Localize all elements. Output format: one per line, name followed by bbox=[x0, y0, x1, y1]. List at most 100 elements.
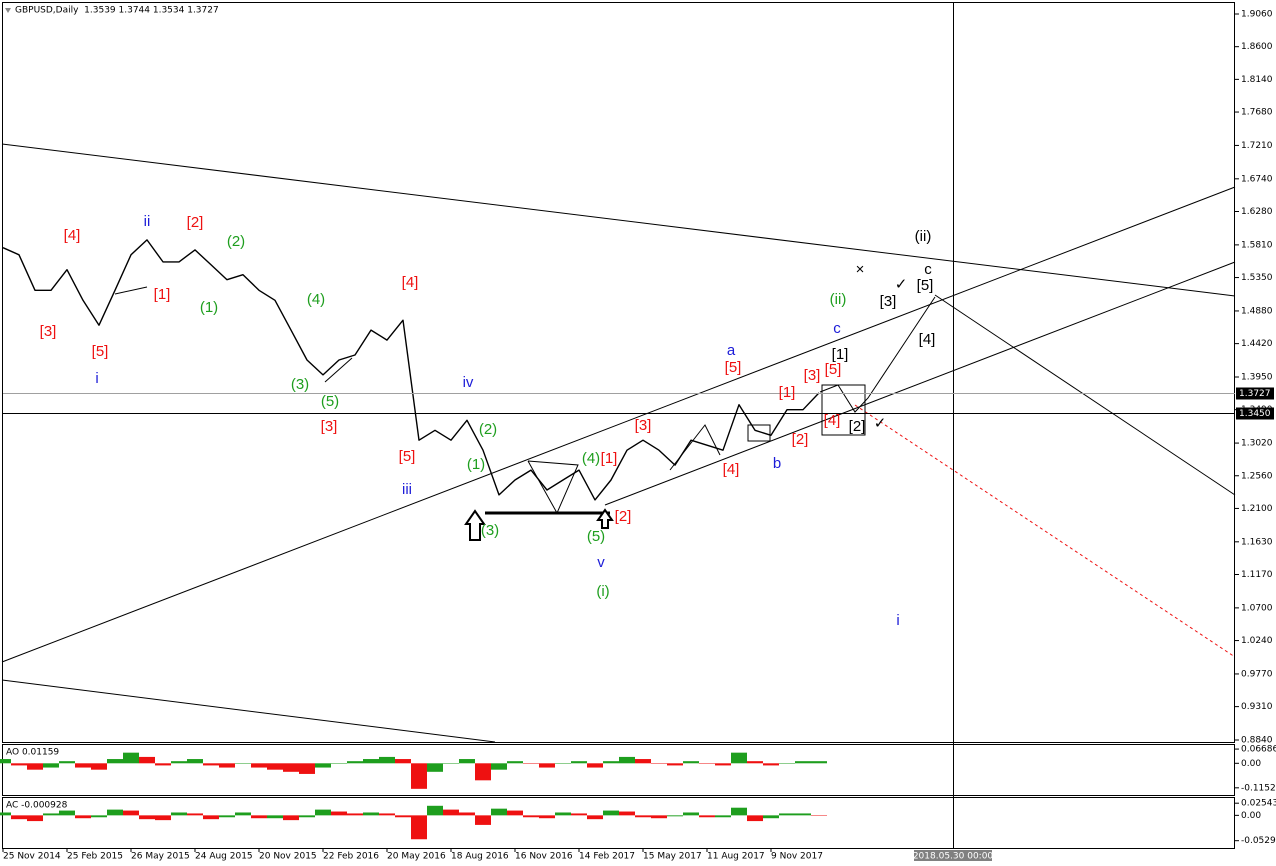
wave-label: ✓ bbox=[895, 276, 908, 293]
wave-label: (1) bbox=[200, 299, 218, 316]
oscillator-bar bbox=[283, 815, 299, 821]
box bbox=[821, 384, 866, 436]
oscillator-bar bbox=[763, 815, 779, 819]
oscillator-bar bbox=[363, 759, 379, 764]
oscillator-bar bbox=[59, 810, 75, 816]
wave-label: [4] bbox=[919, 331, 936, 348]
oscillator-bar bbox=[139, 756, 155, 764]
oscillator-bar bbox=[491, 763, 507, 770]
wave-label: ✓ bbox=[874, 415, 887, 432]
oscillator-bar bbox=[155, 815, 171, 821]
triangle bbox=[527, 460, 579, 515]
oscillator-bar bbox=[683, 761, 699, 764]
wave-label: (5) bbox=[321, 393, 339, 410]
oscillator-bar bbox=[619, 811, 635, 816]
wave-label: b bbox=[773, 455, 781, 472]
x-tick-label: 14 Feb 2017 bbox=[579, 852, 635, 862]
wave-label: [5] bbox=[92, 343, 109, 360]
oscillator-bar bbox=[123, 810, 139, 816]
y-tick-label: 1.4420 bbox=[1241, 339, 1273, 349]
wave-label: (2) bbox=[479, 421, 497, 438]
oscillator-bar bbox=[539, 815, 555, 819]
oscillator-bar bbox=[171, 761, 187, 764]
wave-label: [4] bbox=[824, 412, 841, 429]
oscillator-bar bbox=[635, 815, 651, 818]
oscillator-bar bbox=[75, 815, 91, 819]
oscillator-bar bbox=[315, 763, 331, 768]
y-tick-label: 1.4880 bbox=[1241, 306, 1273, 316]
oscillator-bar bbox=[795, 813, 811, 816]
y-tick-label: 0.06686 bbox=[1241, 745, 1276, 755]
oscillator-bar bbox=[331, 763, 347, 764]
wave-label: [3] bbox=[40, 323, 57, 340]
oscillator-bar bbox=[379, 813, 395, 816]
wave-label: [2] bbox=[615, 508, 632, 525]
wave-label: [4] bbox=[723, 461, 740, 478]
oscillator-bar bbox=[187, 813, 203, 816]
oscillator-bar bbox=[363, 812, 379, 816]
projection-line bbox=[854, 404, 1236, 658]
oscillator-bar bbox=[219, 763, 235, 768]
oscillator-bar bbox=[171, 812, 187, 816]
wave-label: [2] bbox=[849, 418, 866, 435]
oscillator-bar bbox=[107, 759, 123, 764]
ao-title: AO 0.01159 bbox=[6, 748, 59, 758]
oscillator-bar bbox=[475, 815, 491, 825]
wave-label: [1] bbox=[832, 346, 849, 363]
cursor-date: 2018.05.30 00:00 bbox=[913, 852, 994, 862]
oscillator-bar bbox=[523, 763, 539, 764]
wave-label: [1] bbox=[779, 384, 796, 401]
ac-title: AC -0.000928 bbox=[6, 801, 68, 811]
wave-label: a bbox=[727, 342, 736, 359]
wave-label: (ii) bbox=[830, 291, 847, 308]
wave-label: ii bbox=[144, 213, 151, 230]
oscillator-bar bbox=[411, 763, 427, 789]
price-panel bbox=[2, 2, 1235, 743]
y-tick-label: 1.7680 bbox=[1241, 108, 1273, 118]
oscillator-bar bbox=[427, 763, 443, 772]
oscillator-bar bbox=[571, 761, 587, 764]
oscillator-bar bbox=[747, 815, 763, 822]
oscillator-bar bbox=[651, 815, 667, 819]
wave-label: [2] bbox=[792, 431, 809, 448]
oscillator-bar bbox=[715, 763, 731, 766]
oscillator-bar bbox=[475, 763, 491, 781]
trend-line bbox=[1, 143, 1236, 297]
oscillator-bar bbox=[555, 763, 571, 764]
wave-label: (4) bbox=[582, 450, 600, 467]
y-tick-label: 1.6740 bbox=[1241, 174, 1273, 184]
arrow-up bbox=[596, 508, 614, 529]
price-line bbox=[2, 239, 820, 501]
wave-label: [3] bbox=[321, 418, 338, 435]
oscillator-bar bbox=[235, 763, 251, 764]
wave-label: [2] bbox=[187, 214, 204, 231]
price-level-label: 1.3450 bbox=[1239, 409, 1271, 419]
x-tick-label: 9 Nov 2017 bbox=[771, 852, 823, 862]
x-tick-label: 20 Nov 2015 bbox=[259, 852, 317, 862]
oscillator-bar bbox=[443, 809, 459, 816]
oscillator-bar bbox=[155, 763, 171, 766]
wave-label: [5] bbox=[825, 361, 842, 378]
y-tick-label: 0.02543 bbox=[1241, 799, 1276, 809]
wave-label: iii bbox=[402, 481, 412, 498]
oscillator-bar bbox=[267, 763, 283, 770]
oscillator-bar bbox=[555, 812, 571, 816]
oscillator-bar bbox=[91, 763, 107, 770]
oscillator-bar bbox=[75, 763, 91, 768]
oscillator-bar bbox=[731, 752, 747, 764]
oscillator-bar bbox=[379, 756, 395, 764]
oscillator-bar bbox=[235, 812, 251, 816]
y-tick-label: 0.00 bbox=[1241, 759, 1261, 769]
wave-label: (4) bbox=[307, 291, 325, 308]
oscillator-bar bbox=[635, 759, 651, 764]
wave-label: i bbox=[95, 370, 98, 387]
oscillator-bar bbox=[715, 815, 731, 818]
oscillator-bar bbox=[395, 759, 411, 764]
wave-label: (5) bbox=[587, 528, 605, 545]
oscillator-bar bbox=[667, 763, 683, 766]
trend-line bbox=[934, 294, 1236, 496]
oscillator-bar bbox=[811, 761, 827, 764]
oscillator-bar bbox=[267, 815, 283, 819]
y-tick-label: 1.8140 bbox=[1241, 75, 1273, 85]
y-tick-label: 1.3950 bbox=[1241, 373, 1273, 383]
